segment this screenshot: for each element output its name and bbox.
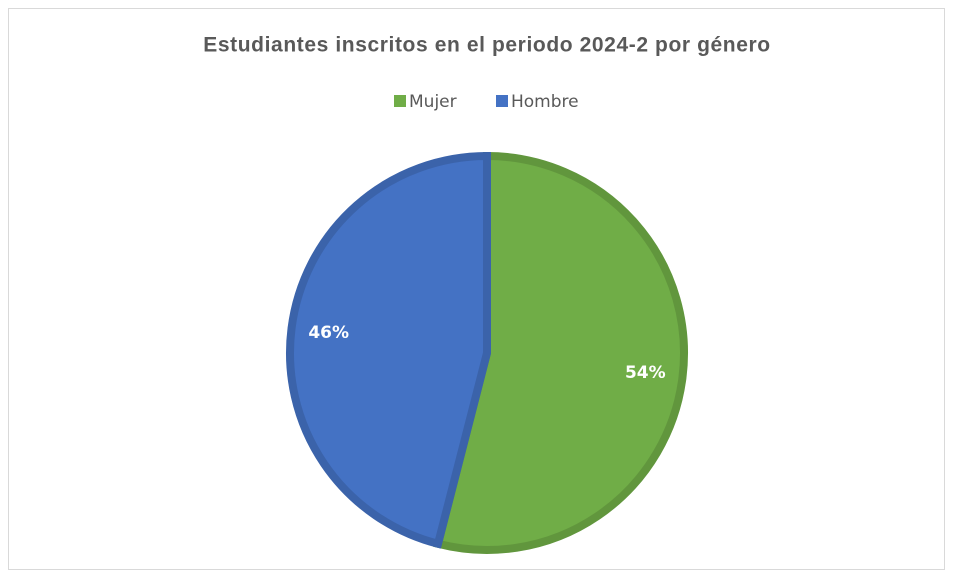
pie-slice xyxy=(433,151,688,554)
legend-swatch xyxy=(394,95,406,107)
legend-label: Mujer xyxy=(409,92,457,112)
data-label: 54% xyxy=(625,363,666,383)
chart-title: Estudiantes inscritos en el periodo 2024… xyxy=(203,34,770,57)
slice-edge xyxy=(286,151,491,549)
data-label: 46% xyxy=(308,323,349,343)
pie-slice xyxy=(286,151,491,549)
slice-edge xyxy=(433,151,688,554)
legend-swatch xyxy=(496,95,508,107)
legend-label: Hombre xyxy=(511,92,579,112)
